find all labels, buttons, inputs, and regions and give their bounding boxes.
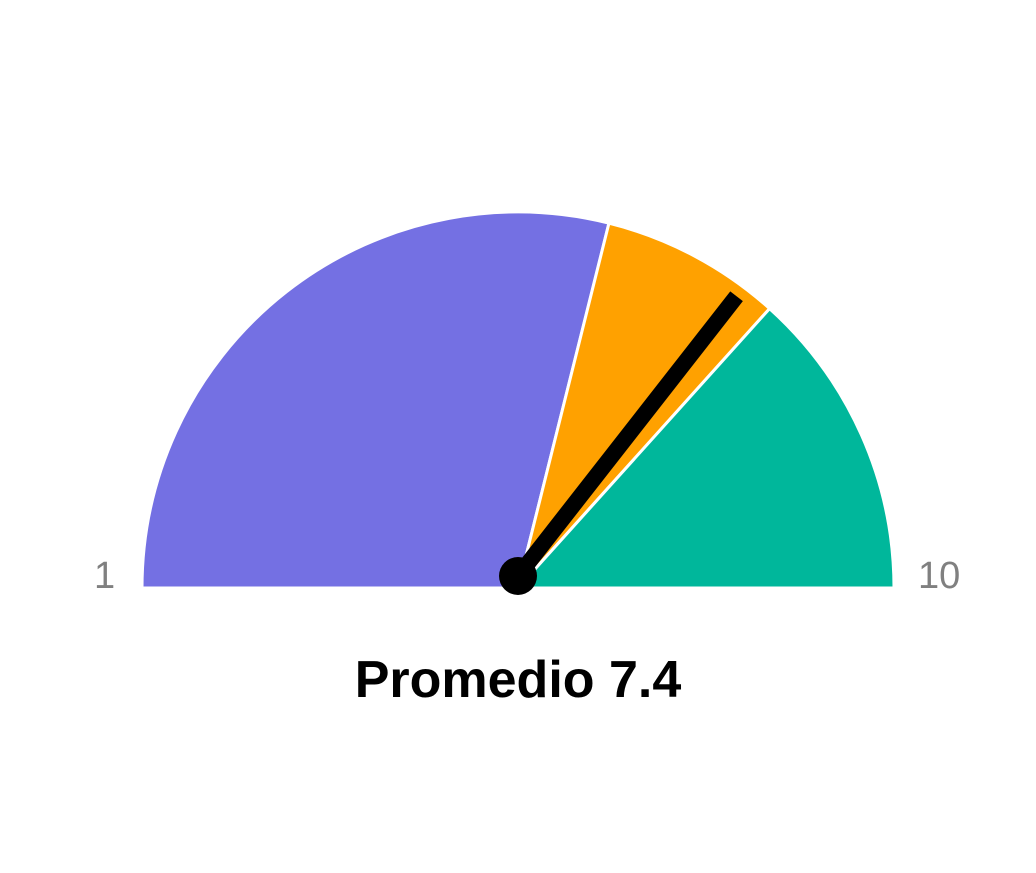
gauge-needle [511, 291, 743, 581]
gauge-needle-hub [499, 557, 537, 595]
gauge-max-label: 10 [918, 555, 961, 597]
gauge-segments [138, 210, 898, 594]
gauge-segment-low [140, 210, 611, 590]
gauge-min-label: 1 [94, 555, 116, 597]
gauge-segment-high [516, 307, 896, 590]
gauge-needle-group [499, 291, 743, 595]
gauge-caption: Promedio 7.4 [354, 651, 682, 709]
